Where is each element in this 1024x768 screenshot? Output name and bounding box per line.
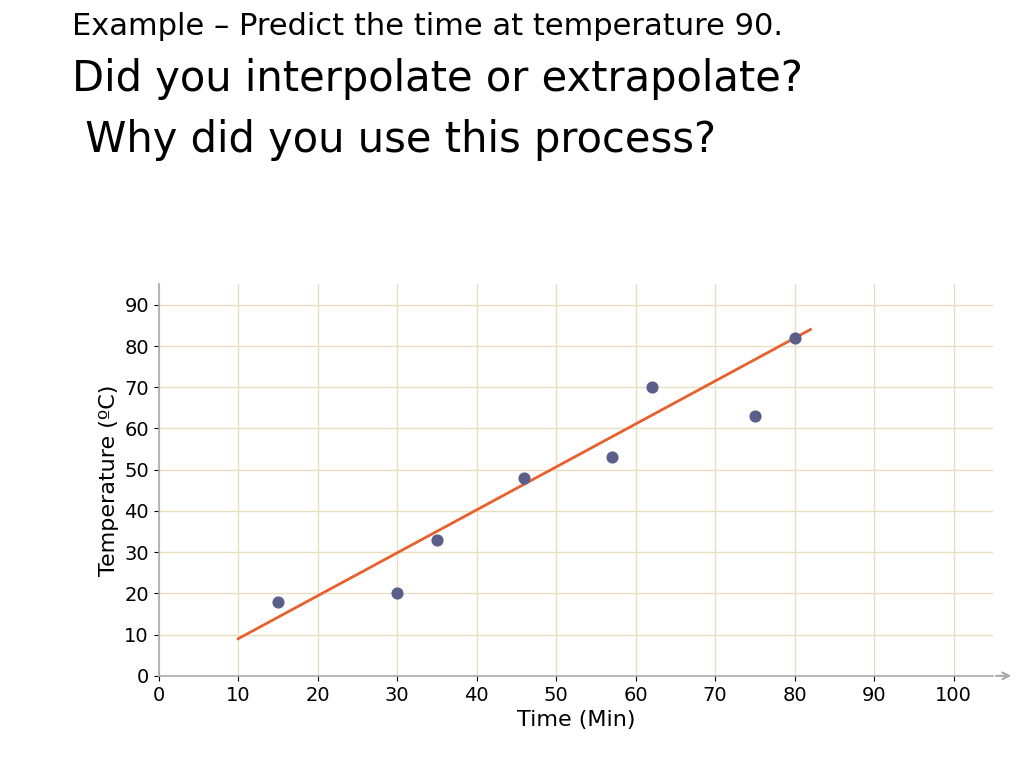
Point: [516, 472, 532, 484]
Y-axis label: Temperature (ºC): Temperature (ºC): [98, 384, 119, 576]
Point: [269, 595, 286, 607]
Text: Why did you use this process?: Why did you use this process?: [72, 119, 716, 161]
Point: [389, 588, 406, 600]
Point: [429, 534, 445, 546]
X-axis label: Time (Min): Time (Min): [517, 710, 635, 730]
Point: [643, 381, 659, 393]
Text: Did you interpolate or extrapolate?: Did you interpolate or extrapolate?: [72, 58, 803, 100]
Text: Example – Predict the time at temperature 90.: Example – Predict the time at temperatur…: [72, 12, 782, 41]
Point: [603, 451, 620, 463]
Point: [746, 410, 763, 422]
Point: [786, 332, 803, 344]
